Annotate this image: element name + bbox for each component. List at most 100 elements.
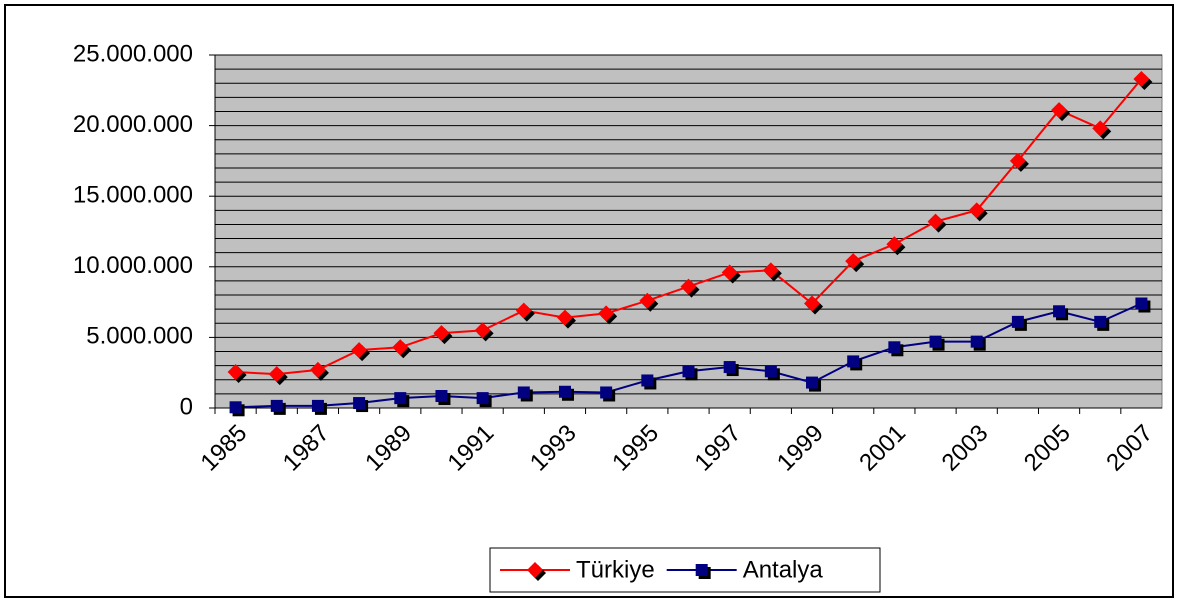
marker-shape xyxy=(270,399,283,412)
marker-shape xyxy=(1011,315,1024,328)
marker-shape xyxy=(392,339,409,356)
marker-shape xyxy=(353,397,366,410)
marker-shape xyxy=(1053,305,1066,318)
marker-shape xyxy=(929,335,942,348)
marker-shape xyxy=(680,278,697,295)
data-point xyxy=(888,341,904,357)
y-tick-label: 0 xyxy=(180,393,193,420)
marker-shape xyxy=(1133,71,1150,88)
marker-shape xyxy=(598,305,615,322)
marker-shape xyxy=(1009,152,1026,169)
data-point xyxy=(556,309,576,329)
marker-shape xyxy=(558,385,571,398)
data-point xyxy=(600,386,616,402)
marker-shape xyxy=(515,302,532,319)
data-point xyxy=(476,392,492,408)
data-point xyxy=(968,202,988,222)
data-point xyxy=(270,399,286,415)
data-point xyxy=(804,295,824,315)
data-point xyxy=(598,305,618,325)
y-tick-label: 15.000.000 xyxy=(73,182,193,209)
y-tick-label: 20.000.000 xyxy=(73,111,193,138)
marker-shape xyxy=(764,365,777,378)
marker-shape xyxy=(600,386,613,399)
data-point xyxy=(764,365,780,381)
data-point xyxy=(558,385,574,401)
data-point xyxy=(268,366,288,386)
data-point xyxy=(1135,297,1151,313)
data-point xyxy=(435,389,451,405)
data-point xyxy=(639,292,659,312)
legend-label: Türkiye xyxy=(576,556,655,583)
data-point xyxy=(474,322,494,342)
marker-shape xyxy=(695,564,708,576)
data-point xyxy=(721,264,741,284)
marker-shape xyxy=(845,253,862,270)
marker-shape xyxy=(723,361,736,374)
marker-shape xyxy=(476,392,489,405)
data-point xyxy=(1011,315,1027,331)
data-point xyxy=(353,397,369,413)
data-point xyxy=(394,392,410,408)
data-point xyxy=(929,335,945,351)
data-point xyxy=(1092,120,1112,140)
marker-shape xyxy=(641,374,654,387)
legend-marker xyxy=(695,564,711,579)
data-point xyxy=(927,213,947,233)
marker-shape xyxy=(639,292,656,309)
data-point xyxy=(351,342,371,362)
data-point xyxy=(970,335,986,351)
data-point xyxy=(641,374,657,390)
data-point xyxy=(517,386,533,402)
marker-shape xyxy=(474,322,491,339)
marker-shape xyxy=(435,389,448,402)
marker-shape xyxy=(229,401,242,414)
legend-label: Antalya xyxy=(743,556,824,583)
y-tick-label: 25.000.000 xyxy=(73,40,193,67)
data-point xyxy=(392,339,412,359)
marker-shape xyxy=(721,264,738,281)
marker-shape xyxy=(1092,120,1109,137)
marker-shape xyxy=(351,342,368,359)
data-point xyxy=(886,236,906,256)
data-point xyxy=(680,278,700,298)
data-point xyxy=(1053,305,1069,321)
marker-shape xyxy=(268,366,285,383)
marker-shape xyxy=(517,386,530,399)
marker-shape xyxy=(1051,102,1068,119)
marker-shape xyxy=(806,376,819,389)
marker-shape xyxy=(762,262,779,279)
data-point xyxy=(806,376,822,392)
data-point xyxy=(723,361,739,377)
marker-shape xyxy=(847,355,860,368)
y-tick-label: 5.000.000 xyxy=(86,323,193,350)
data-point xyxy=(762,262,782,282)
marker-shape xyxy=(927,213,944,230)
data-point xyxy=(847,355,863,371)
marker-shape xyxy=(309,361,326,378)
data-point xyxy=(1133,71,1153,91)
marker-shape xyxy=(556,309,573,326)
data-point xyxy=(682,365,698,381)
marker-shape xyxy=(311,399,324,412)
legend-marker xyxy=(527,562,546,581)
marker-shape xyxy=(227,363,244,380)
marker-shape xyxy=(970,335,983,348)
marker-shape xyxy=(682,365,695,378)
data-point xyxy=(311,399,327,415)
marker-shape xyxy=(1135,297,1148,310)
marker-shape xyxy=(804,295,821,312)
marker-shape xyxy=(968,202,985,219)
marker-shape xyxy=(888,341,901,354)
marker-shape xyxy=(886,236,903,253)
data-point xyxy=(227,363,247,383)
data-point xyxy=(1009,152,1029,172)
data-point xyxy=(1094,315,1110,331)
data-point xyxy=(845,253,865,273)
marker-shape xyxy=(527,562,543,578)
data-point xyxy=(229,401,245,417)
marker-shape xyxy=(1094,315,1107,328)
data-point xyxy=(433,325,453,345)
data-point xyxy=(1051,102,1071,122)
